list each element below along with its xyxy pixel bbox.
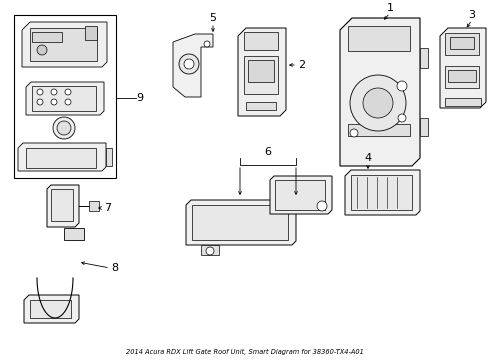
Circle shape [349,129,357,137]
Polygon shape [22,22,107,67]
Bar [51,189,73,221]
Bar [350,175,411,210]
Polygon shape [173,34,213,97]
Bar [419,118,427,136]
Bar [244,32,278,50]
Circle shape [37,45,47,55]
Bar [419,48,427,68]
Circle shape [53,117,75,139]
Bar [32,32,62,42]
Polygon shape [185,200,295,245]
Circle shape [57,121,71,135]
Bar [273,188,291,200]
Text: 2014 Acura RDX Lift Gate Roof Unit, Smart Diagram for 38360-TX4-A01: 2014 Acura RDX Lift Gate Roof Unit, Smar… [125,349,363,355]
Circle shape [65,99,71,105]
Polygon shape [18,143,106,171]
Circle shape [203,41,209,47]
Circle shape [37,89,43,95]
Circle shape [349,75,405,131]
Text: 6: 6 [264,147,271,157]
Polygon shape [345,170,419,215]
Circle shape [396,81,406,91]
Bar [85,26,97,40]
Circle shape [37,99,43,105]
Polygon shape [24,295,79,323]
Polygon shape [339,18,419,166]
Circle shape [316,201,326,211]
Text: 4: 4 [364,153,371,163]
Circle shape [397,114,405,122]
Polygon shape [439,28,485,108]
Bar [247,60,273,82]
Circle shape [205,247,214,255]
Bar [192,205,287,240]
Bar [201,245,219,255]
Polygon shape [26,82,104,115]
Text: 1: 1 [386,3,393,13]
Text: 2: 2 [298,60,305,70]
Bar [106,148,112,166]
Circle shape [362,88,392,118]
Bar [449,37,473,49]
Text: 5: 5 [209,13,216,23]
Circle shape [65,89,71,95]
Bar [444,66,478,88]
Circle shape [51,99,57,105]
Bar [444,33,478,55]
Text: 3: 3 [468,10,474,20]
Bar [32,86,96,111]
Text: 7: 7 [104,203,111,213]
Circle shape [183,59,194,69]
Polygon shape [238,28,285,116]
Polygon shape [269,176,331,214]
Bar [30,300,71,318]
Bar [244,56,278,94]
Text: 9: 9 [136,93,143,103]
Bar [347,124,409,136]
Bar [245,102,275,110]
Bar [447,70,475,82]
Circle shape [179,54,199,74]
Bar [26,148,96,168]
Bar [347,26,409,51]
Bar [444,98,480,106]
Text: 8: 8 [111,263,118,273]
Polygon shape [47,185,79,227]
Bar [89,201,99,211]
Bar [274,180,325,210]
Bar [64,228,84,240]
Bar [30,28,97,61]
Bar [14,15,116,178]
Circle shape [51,89,57,95]
